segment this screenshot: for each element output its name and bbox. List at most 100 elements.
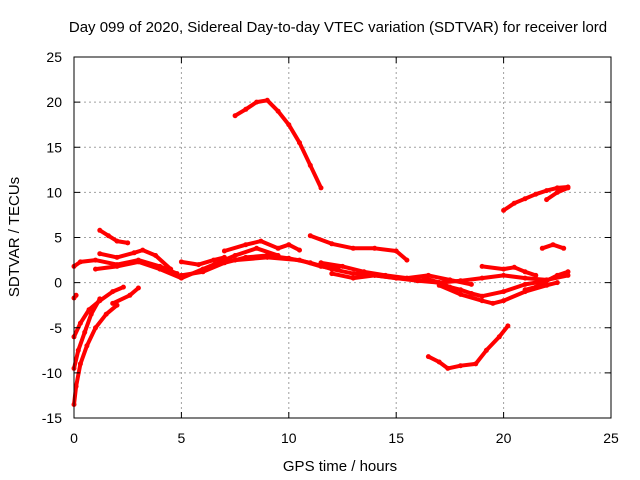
data-point xyxy=(445,365,451,371)
data-point xyxy=(103,311,109,317)
data-point xyxy=(114,238,120,244)
data-point xyxy=(425,272,431,278)
data-point xyxy=(458,291,464,297)
data-point xyxy=(97,298,103,304)
data-series xyxy=(71,97,571,407)
data-point xyxy=(372,272,378,278)
data-point xyxy=(120,284,126,290)
data-point xyxy=(200,269,206,275)
series-arc-01 xyxy=(71,292,79,301)
data-point xyxy=(84,343,90,349)
data-point xyxy=(97,227,103,233)
data-point xyxy=(88,311,94,317)
data-point xyxy=(82,329,88,335)
data-point xyxy=(505,323,511,329)
data-point xyxy=(544,188,550,194)
chart-title: Day 099 of 2020, Sidereal Day-to-day VTE… xyxy=(69,19,607,36)
data-point xyxy=(232,253,238,258)
y-tick-label: 25 xyxy=(46,49,62,65)
data-point xyxy=(105,233,111,239)
series-line xyxy=(97,248,173,272)
series-arc-03 xyxy=(71,302,120,407)
series-line xyxy=(329,271,570,285)
data-point xyxy=(93,257,98,263)
data-point xyxy=(73,292,79,298)
series-line xyxy=(480,264,538,278)
data-point xyxy=(479,293,485,299)
data-point xyxy=(286,122,292,128)
series-line xyxy=(72,285,126,339)
series-arc-23 xyxy=(544,185,571,203)
data-point xyxy=(554,189,560,195)
data-point xyxy=(77,361,83,367)
data-point xyxy=(393,275,399,281)
series-arc-05 xyxy=(71,284,126,340)
data-point xyxy=(415,278,421,284)
data-point xyxy=(522,287,528,293)
data-point xyxy=(77,259,83,265)
data-point xyxy=(297,257,302,263)
data-point xyxy=(114,263,120,269)
data-point xyxy=(232,113,238,119)
data-point xyxy=(178,272,184,278)
grid-lines xyxy=(74,57,611,418)
data-point xyxy=(77,320,83,326)
data-point xyxy=(436,282,442,288)
data-point xyxy=(479,298,485,304)
data-point xyxy=(340,263,345,269)
data-point xyxy=(350,271,356,277)
data-point xyxy=(483,347,489,353)
data-point xyxy=(522,269,528,275)
data-point xyxy=(329,241,335,247)
data-point xyxy=(554,272,560,278)
y-tick-label: -15 xyxy=(42,410,62,426)
data-point xyxy=(297,140,302,146)
data-point xyxy=(127,292,133,298)
series-arc-20 xyxy=(436,280,560,306)
data-point xyxy=(479,275,485,281)
data-point xyxy=(421,275,427,281)
data-point xyxy=(372,245,378,251)
data-point xyxy=(458,278,464,284)
series-arc-12 xyxy=(232,97,324,191)
data-point xyxy=(544,282,550,288)
data-point xyxy=(544,197,550,203)
y-tick-label: 20 xyxy=(46,94,62,110)
x-axis-label: GPS time / hours xyxy=(283,458,397,475)
y-tick-label: -10 xyxy=(42,365,62,381)
series-line xyxy=(179,255,227,267)
data-point xyxy=(350,245,356,251)
data-point xyxy=(468,291,474,296)
data-point xyxy=(393,248,399,254)
data-point xyxy=(565,185,571,191)
x-tick-label: 5 xyxy=(178,430,186,446)
data-point xyxy=(533,284,539,290)
data-point xyxy=(196,262,202,268)
data-point xyxy=(297,247,302,253)
data-point xyxy=(275,108,281,114)
data-point xyxy=(425,354,431,360)
data-point xyxy=(565,269,571,275)
x-tick-label: 15 xyxy=(388,430,404,446)
data-point xyxy=(131,250,137,256)
y-tick-label: 0 xyxy=(54,275,62,291)
data-point xyxy=(135,259,141,265)
data-point xyxy=(550,242,556,248)
data-point xyxy=(93,325,98,331)
data-point xyxy=(458,287,464,293)
data-point xyxy=(468,281,474,287)
axis-ticks: 0 5 10 15 20 25 -15 -10 -5 0 5 10 15 20 25 xyxy=(42,49,619,446)
data-point xyxy=(140,247,146,253)
data-point xyxy=(554,185,560,191)
series-arc-17 xyxy=(329,271,571,286)
series-line xyxy=(97,228,130,245)
x-tick-label: 0 xyxy=(70,430,78,446)
data-point xyxy=(318,185,324,191)
data-point xyxy=(125,240,131,246)
y-tick-label: 15 xyxy=(46,139,62,155)
data-point xyxy=(254,245,260,251)
series-arc-15 xyxy=(307,233,410,263)
data-point xyxy=(307,233,313,239)
data-point xyxy=(561,245,567,251)
data-point xyxy=(221,260,227,266)
